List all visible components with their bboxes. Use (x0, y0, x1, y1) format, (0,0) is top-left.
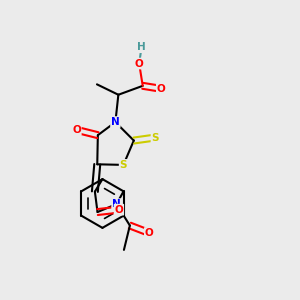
Text: S: S (120, 160, 127, 170)
Text: H: H (137, 42, 146, 52)
Text: O: O (135, 58, 143, 68)
Text: O: O (157, 84, 166, 94)
Text: O: O (145, 228, 154, 238)
Text: N: N (112, 199, 121, 209)
Text: N: N (111, 117, 120, 127)
Text: O: O (72, 125, 81, 135)
Text: S: S (152, 133, 159, 142)
Text: O: O (115, 205, 123, 215)
